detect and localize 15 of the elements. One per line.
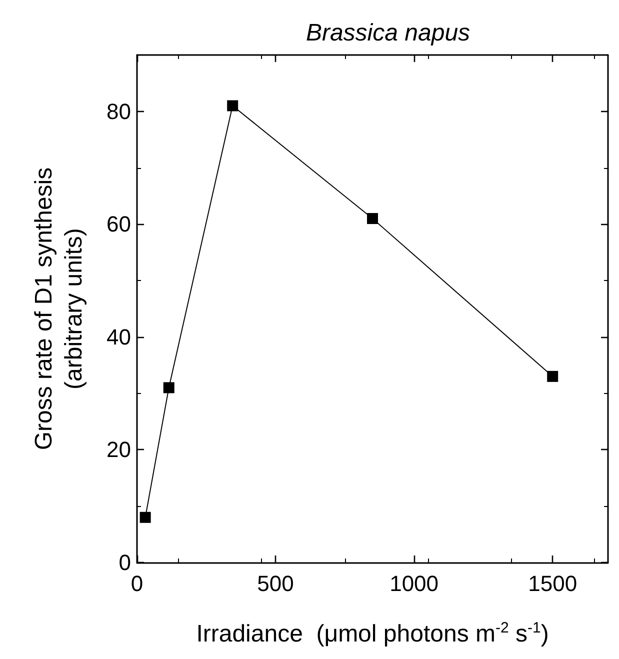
x-tick-label: 500 (257, 571, 294, 596)
x-tick-label: 1500 (528, 571, 578, 596)
y-tick-label: 40 (106, 324, 131, 350)
point (547, 370, 558, 382)
point (367, 213, 378, 224)
y-tick-label: 80 (106, 98, 131, 124)
y-tick-label: 60 (106, 212, 131, 237)
point (140, 512, 151, 523)
point (163, 382, 174, 394)
chart-title: Brassica napus (306, 20, 470, 46)
point (227, 100, 238, 112)
x-tick-label: 1000 (390, 571, 439, 596)
y-axis-title: Gross rate of D1 synthesis (arbitrary units) (30, 167, 88, 450)
y-tick-label: 0 (118, 550, 131, 575)
y-tick-label: 20 (106, 437, 131, 462)
